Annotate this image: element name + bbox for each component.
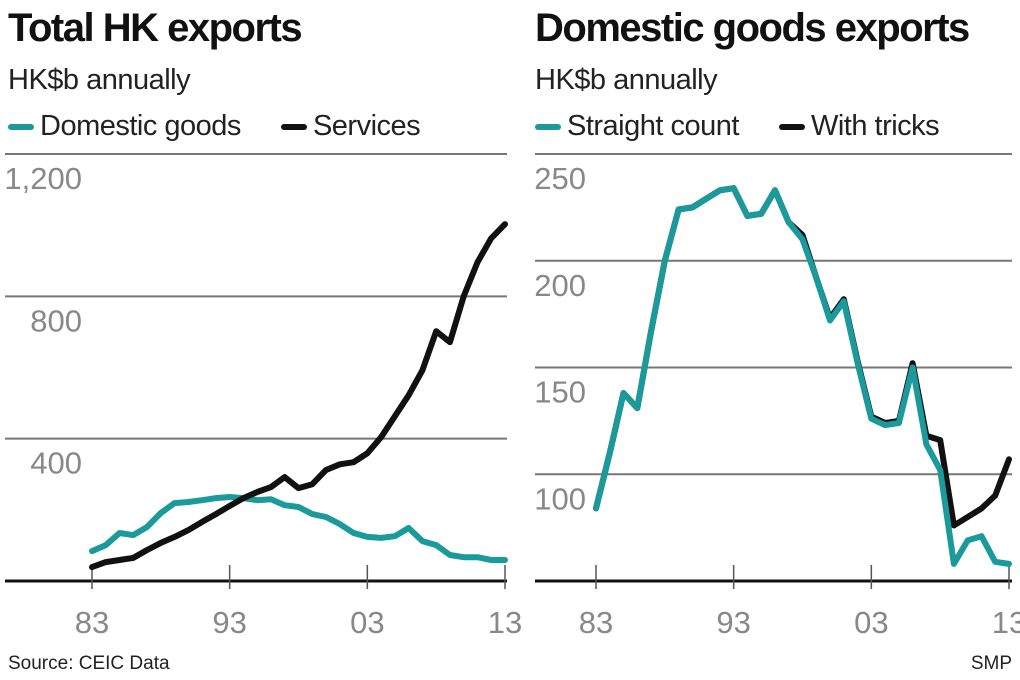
left-y-tick-label: 400 — [30, 446, 82, 481]
legend-swatch — [280, 123, 307, 130]
legend-item-straight-count: Straight count — [535, 110, 739, 143]
left-y-tick-label: 800 — [30, 303, 82, 338]
legend-label: Services — [312, 110, 421, 142]
right-y-tick-label: 100 — [534, 481, 586, 516]
left-chart-title: Total HK exports — [8, 6, 303, 50]
legend-item-services: Services — [280, 110, 421, 143]
right-x-tick-label: 83 — [579, 605, 613, 640]
right-chart-title: Domestic goods exports — [535, 6, 970, 50]
legend-swatch — [8, 123, 34, 130]
right-legend: Straight count With tricks — [535, 110, 940, 143]
left-series-domestic-goods — [89, 494, 508, 563]
right-x-tick-label: 13 — [992, 605, 1020, 640]
legend-swatch — [778, 123, 805, 130]
left-x-tick-label: 13 — [488, 605, 522, 640]
right-y-tick-label: 150 — [534, 375, 586, 410]
source-note: Source: CEIC Data — [8, 653, 170, 674]
left-series-services — [89, 221, 508, 571]
right-y-tick-label: 200 — [534, 268, 586, 303]
right-x-tick-label: 03 — [854, 605, 888, 640]
left-x-tick-label: 83 — [75, 605, 109, 640]
right-y-tick-label: 250 — [534, 161, 586, 196]
credit: SMP — [970, 653, 1012, 674]
legend-swatch — [535, 123, 561, 130]
left-x-tick-label: 93 — [212, 605, 246, 640]
legend-item-domestic-goods: Domestic goods — [8, 110, 241, 143]
right-x-tick-label: 93 — [716, 605, 750, 640]
right-series-straight-count — [593, 185, 1012, 567]
legend-label: Straight count — [567, 110, 739, 142]
left-chart-subtitle: HK$b annually — [8, 64, 191, 96]
legend-label: With tricks — [810, 110, 940, 142]
legend-label: Domestic goods — [40, 110, 241, 142]
right-chart-subtitle: HK$b annually — [535, 64, 718, 96]
left-legend: Domestic goods Services — [8, 110, 421, 143]
legend-item-with-tricks: With tricks — [778, 110, 940, 143]
left-y-tick-label: 1,200 — [4, 161, 82, 196]
left-x-tick-label: 03 — [350, 605, 384, 640]
